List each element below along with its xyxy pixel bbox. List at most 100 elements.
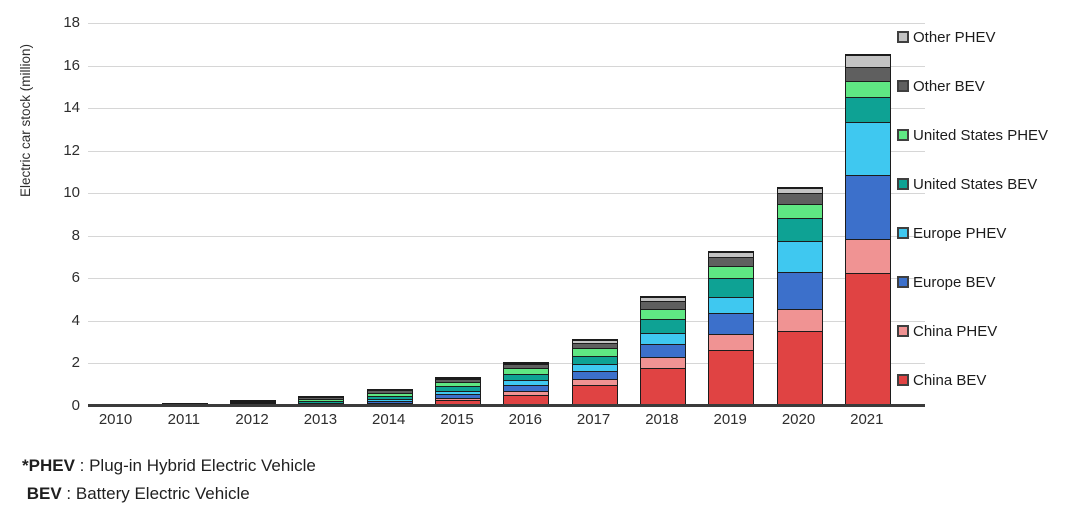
bar-segment-2016-united-states-bev (504, 373, 549, 380)
bar-segment-2021-united-states-bev (845, 96, 890, 123)
legend-swatch-icon (897, 129, 909, 141)
legend-item-europe-bev: Europe BEV (897, 272, 996, 292)
bar-segment-2016-china-bev (504, 394, 549, 405)
bar-2015 (435, 377, 481, 406)
legend-item-united-states-bev: United States BEV (897, 174, 1037, 194)
x-tick-label-2018: 2018 (645, 411, 679, 428)
legend-label: Other PHEV (913, 28, 996, 46)
legend-swatch-icon (897, 227, 909, 239)
gridline-y-16 (88, 65, 925, 67)
bar-segment-2020-china-bev (777, 330, 822, 405)
legend-item-other-bev: Other BEV (897, 76, 985, 96)
bar-segment-2015-china-phev (436, 398, 480, 401)
bar-segment-2018-europe-bev (640, 344, 685, 357)
bar-segment-2017-other-bev (572, 342, 617, 349)
bar-segment-2014-united-states-bev (367, 395, 412, 399)
x-tick-label-2017: 2017 (576, 411, 611, 428)
bar-2020 (776, 186, 823, 406)
bar-segment-2014-europe-bev (367, 400, 412, 403)
bar-segment-2020-china-phev (777, 309, 822, 331)
y-tick-label-8: 8 (71, 226, 80, 244)
bar-segment-2013-europe-phev (299, 402, 344, 404)
x-tick-label-2013: 2013 (303, 411, 338, 428)
bar-segment-2021-other-bev (845, 66, 890, 81)
bar-segment-2019-united-states-bev (709, 277, 754, 297)
footnote-phev: *PHEV : Plug-in Hybrid Electric Vehicle (22, 452, 316, 480)
bar-segment-2020-other-bev (777, 193, 822, 204)
y-tick-label-2: 2 (71, 354, 80, 372)
bar-segment-2018-united-states-bev (640, 319, 685, 333)
legend-item-united-states-phev: United States PHEV (897, 125, 1048, 145)
bar-segment-2013-other-bev (299, 397, 344, 399)
bar-2021 (844, 54, 891, 406)
legend-swatch-icon (897, 374, 909, 386)
legend-label: China BEV (913, 371, 987, 389)
bar-segment-2016-europe-bev (504, 384, 549, 391)
y-tick-label-4: 4 (71, 311, 80, 329)
legend-swatch-icon (897, 178, 909, 190)
bar-segment-2018-china-phev (640, 356, 685, 368)
bar-segment-2019-europe-bev (709, 313, 754, 334)
footnote-bev-separator: : (61, 484, 76, 503)
bar-segment-2019-china-phev (709, 333, 754, 351)
legend-label: Other BEV (913, 77, 985, 95)
bar-segment-2020-united-states-phev (777, 203, 822, 218)
bar-segment-2019-china-bev (709, 350, 754, 405)
bar-segment-2017-united-states-phev (572, 348, 617, 356)
bar-segment-2014-other-bev (367, 390, 412, 393)
bar-segment-2019-other-phev (709, 251, 754, 257)
legend-label: China PHEV (913, 322, 998, 340)
bar-segment-2015-united-states-phev (436, 382, 480, 387)
y-tick-label-14: 14 (63, 99, 80, 117)
bar-2019 (708, 250, 755, 406)
bar-segment-2012-other-bev (231, 401, 276, 403)
legend-label: United States BEV (913, 175, 1038, 193)
x-tick-label-2019: 2019 (713, 411, 747, 428)
x-tick-label-2021: 2021 (850, 411, 884, 428)
bar-segment-2021-china-bev (845, 273, 890, 405)
y-tick-label-16: 16 (63, 56, 80, 74)
legend-item-other-phev: Other PHEV (897, 27, 996, 47)
bar-segment-2019-europe-phev (709, 296, 754, 314)
gridline-y-4 (88, 320, 925, 322)
bar-segment-2018-other-phev (640, 296, 685, 301)
bar-segment-2021-europe-bev (845, 175, 890, 240)
bar-segment-2021-united-states-phev (845, 80, 890, 97)
x-tick-label-2012: 2012 (235, 411, 269, 428)
bar-segment-2021-europe-phev (845, 122, 890, 176)
x-tick-label-2020: 2020 (781, 411, 816, 428)
legend-label: Europe BEV (913, 273, 996, 291)
gridline-y-10 (88, 193, 925, 195)
bar-segment-2017-china-phev (572, 378, 617, 385)
gridline-y-14 (88, 108, 925, 110)
bar-segment-2020-united-states-bev (777, 217, 822, 242)
bar-segment-2018-china-bev (640, 367, 685, 405)
x-tick-label-2016: 2016 (508, 411, 542, 428)
bar-segment-2016-united-states-phev (504, 368, 549, 374)
bar-segment-2016-china-phev (504, 390, 549, 395)
footnotes: *PHEV : Plug-in Hybrid Electric Vehicle … (22, 452, 316, 508)
bar-segment-2021-other-phev (845, 55, 890, 67)
legend-label: Europe PHEV (913, 224, 1007, 242)
bar-2017 (571, 339, 618, 406)
bar-2018 (639, 295, 686, 406)
bar-segment-2018-united-states-phev (640, 309, 685, 320)
bar-2016 (503, 361, 550, 406)
bar-segment-2014-europe-phev (367, 398, 412, 401)
bar-segment-2016-other-phev (504, 362, 549, 365)
footnote-phev-term: *PHEV (22, 456, 75, 475)
bar-segment-2012-united-states-bev (231, 403, 276, 404)
footnote-bev-term: BEV (26, 484, 62, 503)
legend-swatch-icon (897, 31, 909, 43)
bar-segment-2016-other-bev (504, 364, 549, 369)
gridline-y-8 (88, 235, 925, 237)
bar-segment-2015-united-states-bev (436, 386, 480, 391)
bar-segment-2013-united-states-bev (299, 400, 344, 403)
bar-segment-2017-united-states-bev (572, 355, 617, 365)
bar-segment-2018-europe-phev (640, 332, 685, 345)
bar-segment-2020-europe-bev (777, 272, 822, 310)
y-axis-title: Electric car stock (million) (18, 43, 33, 197)
bar-segment-2017-china-bev (572, 384, 617, 405)
bar-segment-2020-europe-phev (777, 241, 822, 273)
